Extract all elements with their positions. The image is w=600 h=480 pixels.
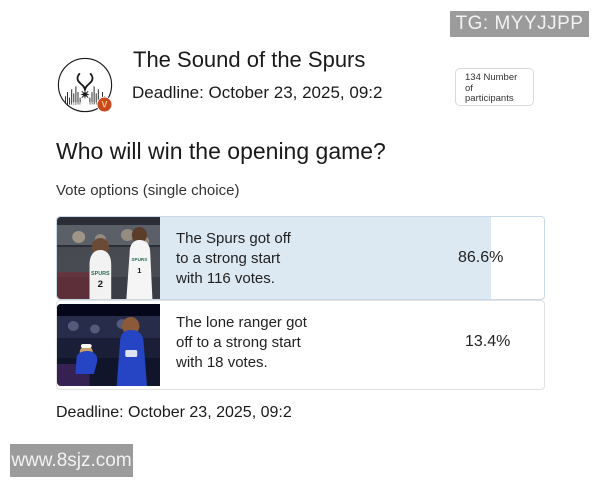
svg-text:2: 2: [98, 279, 103, 289]
svg-text:圣安东尼奥马刺: 圣安东尼奥马刺: [72, 102, 99, 107]
svg-text:SPURS: SPURS: [131, 257, 147, 262]
svg-text:1: 1: [137, 266, 141, 275]
svg-text:V: V: [101, 100, 108, 110]
svg-text:SPURS: SPURS: [91, 271, 110, 277]
